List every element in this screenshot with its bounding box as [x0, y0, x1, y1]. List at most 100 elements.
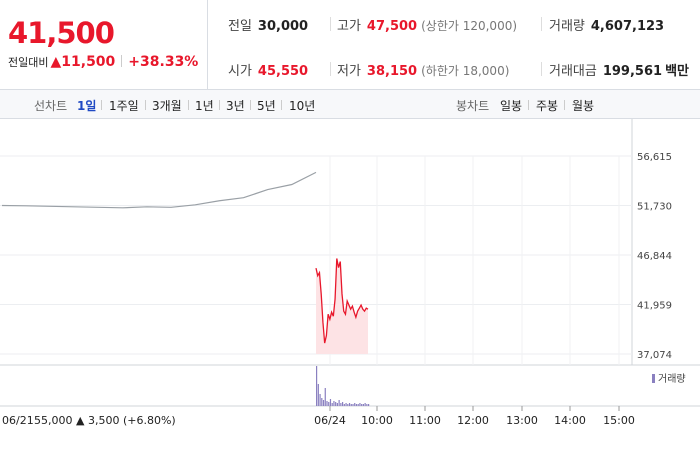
- stat-label: 거래량: [549, 19, 585, 34]
- period-1w[interactable]: 1주일: [109, 99, 139, 113]
- stat-sub: (상한가 120,000): [421, 19, 518, 33]
- x-tick-label: 15:00: [603, 414, 635, 427]
- change-value: 11,500: [61, 54, 116, 70]
- volume-bar: [366, 404, 368, 406]
- up-arrow-icon: ▲: [50, 54, 62, 70]
- volume-bar: [326, 401, 328, 406]
- period-bar: 선차트 1일 1주일 3개월 1년 3년 5년 10년 봉차트 일봉 주봉 월봉: [0, 90, 700, 119]
- stat-label: 전일: [228, 19, 252, 34]
- stat-open: 시가 45,550: [228, 60, 308, 79]
- volume-bar: [340, 403, 342, 406]
- y-tick-label: 37,074: [637, 350, 672, 361]
- stat-label: 고가: [337, 19, 361, 34]
- prev-day-close: 55,000: [34, 414, 73, 427]
- volume-bar: [317, 384, 319, 406]
- x-tick-label: 13:00: [506, 414, 538, 427]
- period-5y[interactable]: 5년: [257, 99, 276, 113]
- volume-bar: [343, 404, 345, 406]
- divider: [188, 100, 189, 110]
- stat-value: 47,500: [366, 19, 418, 34]
- y-tick-label: 56,615: [637, 152, 672, 163]
- divider: [564, 100, 565, 110]
- candle-weekly[interactable]: 주봉: [536, 99, 559, 113]
- price-chart[interactable]: 56,615 51,730 46,844 41,959 37,074 06/24 10:00…: [0, 119, 700, 450]
- period-10y[interactable]: 10년: [289, 99, 316, 113]
- divider: [330, 62, 331, 76]
- stat-value: 4,607,123: [590, 19, 665, 34]
- volume-bar: [355, 404, 358, 406]
- stat-value: 38,150: [366, 64, 418, 79]
- candle-chart-label: 봉차트: [456, 99, 490, 113]
- stat-sub: (하한가 18,000): [421, 64, 510, 78]
- volume-bar: [352, 404, 354, 406]
- volume-bar: [359, 403, 361, 406]
- volume-bar: [329, 399, 332, 406]
- volume-bar: [345, 403, 347, 406]
- stat-value: 45,550: [257, 64, 309, 79]
- price-panel: 41,500 전일대비 ▲11,500 +38.33%: [0, 0, 208, 90]
- change-percent: +38.33%: [128, 54, 199, 70]
- change-line: 전일대비 ▲11,500 +38.33%: [8, 54, 198, 70]
- period-1d[interactable]: 1일: [77, 99, 97, 113]
- divider: [121, 55, 123, 67]
- today-price-area: [316, 258, 368, 354]
- period-1y[interactable]: 1년: [195, 99, 214, 113]
- y-tick-label: 51,730: [637, 201, 672, 212]
- stat-low: 저가 38,150 (하한가 18,000): [337, 60, 509, 79]
- volume-bar: [357, 404, 359, 406]
- prev-day-change: ▲ 3,500 (+6.80%): [76, 414, 176, 427]
- stat-label: 시가: [228, 64, 252, 79]
- x-tick-label: 14:00: [554, 414, 586, 427]
- volume-bar: [347, 404, 349, 406]
- volume-bar: [328, 402, 330, 406]
- y-tick-label: 41,959: [637, 301, 672, 312]
- quote-header: 41,500 전일대비 ▲11,500 +38.33% 전일 30,000 고가 47,…: [0, 0, 700, 90]
- prev-day-date: 06/21: [2, 414, 34, 427]
- stat-volume: 거래량 4,607,123: [549, 15, 664, 34]
- x-tick-label: 12:00: [457, 414, 489, 427]
- stat-high: 고가 47,500 (상한가 120,000): [337, 15, 517, 34]
- stat-label: 저가: [337, 64, 361, 79]
- stat-value: 30,000: [257, 19, 309, 34]
- volume-legend-label: 거래량: [658, 373, 686, 385]
- stat-label: 거래대금: [549, 64, 597, 79]
- volume-bar: [338, 400, 340, 406]
- volume-legend-swatch: [652, 374, 655, 383]
- volume-bar: [335, 402, 337, 406]
- volume-bar: [321, 398, 323, 406]
- volume-bar: [350, 404, 352, 406]
- divider: [330, 17, 331, 31]
- divider: [250, 100, 251, 110]
- x-tick-label: 11:00: [409, 414, 441, 427]
- volume-bar: [342, 402, 344, 406]
- line-chart-label: 선차트: [34, 99, 68, 113]
- period-3y[interactable]: 3년: [226, 99, 245, 113]
- volume-bar: [364, 403, 366, 406]
- prev-day-price-line: [1, 171, 317, 209]
- stat-prev-close: 전일 30,000: [228, 15, 308, 34]
- divider: [541, 17, 542, 31]
- volume-bar: [336, 403, 338, 406]
- divider: [541, 62, 542, 76]
- divider: [145, 100, 146, 110]
- volume-bar: [361, 404, 363, 406]
- divider: [219, 100, 220, 110]
- volume-bar: [331, 403, 333, 406]
- stat-value: 199,561: [602, 64, 663, 79]
- divider: [101, 100, 102, 110]
- volume-bar: [368, 404, 370, 406]
- candle-monthly[interactable]: 월봉: [572, 99, 595, 113]
- volume-bar: [322, 400, 325, 406]
- x-tick-label: 10:00: [361, 414, 393, 427]
- change-label: 전일대비: [8, 56, 49, 69]
- volume-bar: [333, 401, 335, 406]
- divider: [281, 100, 282, 110]
- candle-daily[interactable]: 일봉: [500, 99, 523, 113]
- chart-canvas: 56,615 51,730 46,844 41,959 37,074 06/24 10:00…: [0, 119, 700, 427]
- volume-bar: [348, 403, 351, 406]
- volume-bar: [324, 388, 326, 406]
- period-3m[interactable]: 3개월: [152, 99, 182, 113]
- volume-bar: [354, 403, 356, 406]
- current-price: 41,500: [8, 16, 115, 50]
- volume-bar: [319, 394, 321, 406]
